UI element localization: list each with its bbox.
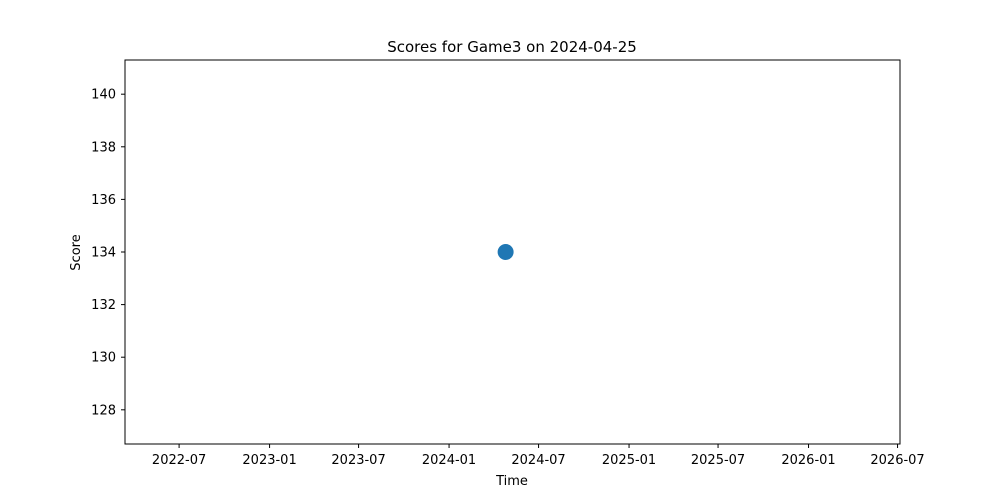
data-point	[497, 244, 514, 260]
y-tick-label: 136	[91, 193, 116, 208]
x-tick-label: 2025-01	[602, 453, 656, 468]
x-axis-label: Time	[495, 474, 528, 489]
y-tick-label: 140	[91, 88, 116, 103]
y-axis-label: Score	[69, 234, 84, 270]
x-tick-label: 2026-01	[781, 453, 835, 468]
x-tick-label: 2025-07	[691, 453, 745, 468]
x-tick-label: 2023-07	[331, 453, 385, 468]
chart-title: Scores for Game3 on 2024-04-25	[387, 38, 637, 56]
y-tick-label: 138	[91, 140, 116, 155]
x-tick-label: 2024-01	[422, 453, 476, 468]
x-tick-label: 2026-07	[870, 453, 924, 468]
y-tick-label: 128	[91, 403, 116, 418]
y-tick-label: 130	[91, 351, 116, 366]
x-tick-label: 2022-07	[152, 453, 206, 468]
x-tick-label: 2024-07	[511, 453, 565, 468]
x-tick-label: 2023-01	[242, 453, 296, 468]
y-tick-label: 134	[91, 246, 116, 261]
data-points	[497, 244, 514, 260]
x-axis-ticks: 2022-07 2023-01 2023-07 2024-01 2024-07 2025-…	[152, 444, 925, 468]
y-tick-label: 132	[91, 298, 116, 313]
y-axis-ticks: 128 130 132 134 136 138 140	[91, 88, 125, 418]
